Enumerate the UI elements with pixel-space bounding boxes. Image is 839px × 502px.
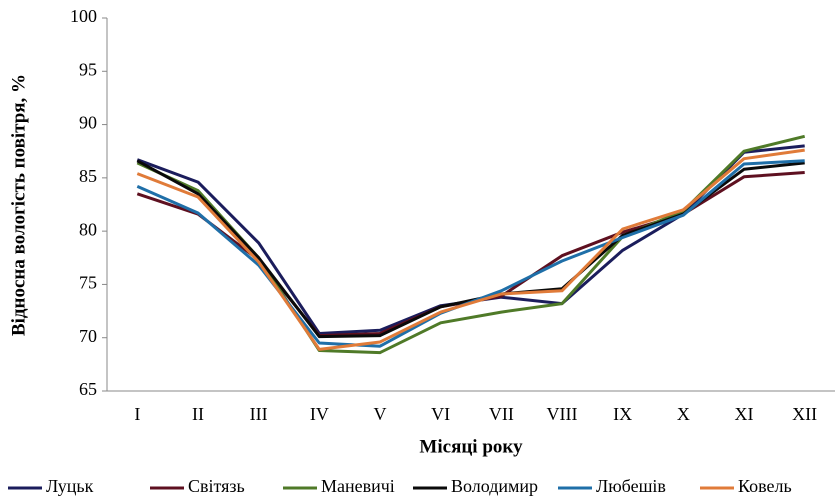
legend-label: Володимир [451, 476, 538, 496]
x-tick-label: V [374, 404, 387, 424]
x-tick-label: X [677, 404, 690, 424]
series-line [136, 148, 805, 351]
x-tick-label: IX [613, 404, 632, 424]
y-tick-label: 65 [79, 379, 97, 399]
legend-label: Луцьк [46, 476, 94, 496]
y-tick-label: 95 [79, 59, 97, 79]
legend-label: Світязь [188, 476, 245, 496]
x-tick-label: I [134, 404, 140, 424]
y-tick-label: 75 [79, 273, 97, 293]
x-tick-label: VI [431, 404, 450, 424]
y-tick-label: 80 [79, 219, 97, 239]
y-tick-label: 70 [79, 326, 97, 346]
y-tick-label: 100 [70, 6, 97, 26]
x-axis-title: Місяці року [419, 436, 523, 457]
y-tick-label: 85 [79, 166, 97, 186]
x-tick-label: III [250, 404, 268, 424]
x-tick-label: XII [792, 404, 817, 424]
y-axis-title: Відносна вологість повітря, % [8, 74, 29, 336]
x-tick-label: VIII [547, 404, 578, 424]
x-tick-label: XI [735, 404, 754, 424]
y-tick-label: 90 [79, 113, 97, 133]
legend-label: Маневичі [321, 476, 395, 496]
x-tick-label: II [192, 404, 204, 424]
x-tick-label: IV [310, 404, 329, 424]
legend-label: Ковель [738, 476, 792, 496]
legend-label: Любешів [596, 476, 666, 496]
x-tick-label: VII [489, 404, 514, 424]
